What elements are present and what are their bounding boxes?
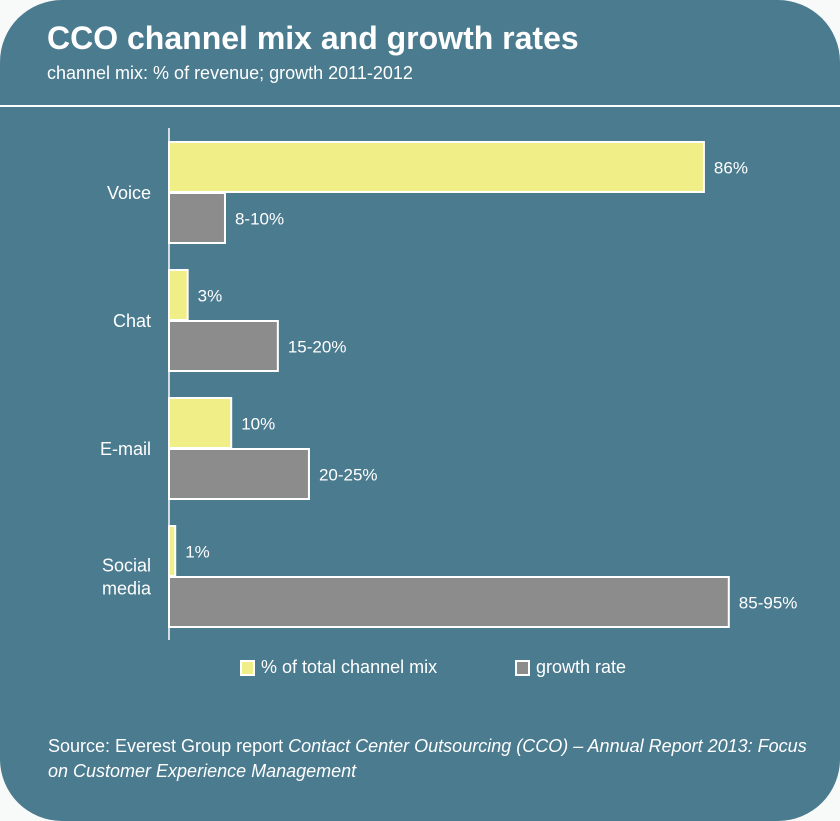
data-label: 10% bbox=[241, 415, 275, 434]
chart-title: CCO channel mix and growth rates bbox=[47, 20, 579, 56]
legend-item-growth: growth rate bbox=[515, 657, 626, 678]
category-label: Voice bbox=[107, 183, 151, 203]
divider bbox=[0, 105, 840, 107]
bar-growth bbox=[168, 192, 226, 244]
category-label: Chat bbox=[113, 311, 151, 331]
legend-item-mix: % of total channel mix bbox=[240, 657, 437, 678]
legend-swatch-growth bbox=[515, 659, 530, 676]
source-title: Contact Center Outsourcing (CCO) – Annua… bbox=[48, 736, 807, 781]
legend-label-growth: growth rate bbox=[536, 657, 627, 677]
bar-growth bbox=[168, 576, 730, 628]
bar-mix bbox=[168, 397, 233, 449]
category-label: E-mail bbox=[100, 439, 151, 459]
bar-mix bbox=[168, 141, 705, 193]
category-label: Social bbox=[102, 556, 151, 576]
chart-subtitle: channel mix: % of revenue; growth 2011-2… bbox=[47, 63, 413, 83]
data-label: 3% bbox=[198, 287, 223, 306]
data-label: 1% bbox=[185, 543, 210, 562]
bar-growth bbox=[168, 448, 310, 500]
data-label: 86% bbox=[714, 159, 748, 178]
data-label: 15-20% bbox=[288, 338, 347, 357]
bar-growth bbox=[168, 320, 279, 372]
category-label: media bbox=[102, 579, 152, 599]
legend-swatch-mix bbox=[240, 659, 255, 676]
data-label: 85-95% bbox=[739, 594, 798, 613]
data-label: 8-10% bbox=[235, 210, 284, 229]
bar-mix bbox=[168, 525, 177, 577]
source-prefix: Source: Everest Group report bbox=[48, 736, 289, 756]
legend-label-mix: % of total channel mix bbox=[261, 657, 438, 677]
data-label: 20-25% bbox=[319, 466, 378, 485]
source-note: Source: Everest Group report Contact Cen… bbox=[48, 734, 808, 784]
bar-mix bbox=[168, 269, 189, 321]
